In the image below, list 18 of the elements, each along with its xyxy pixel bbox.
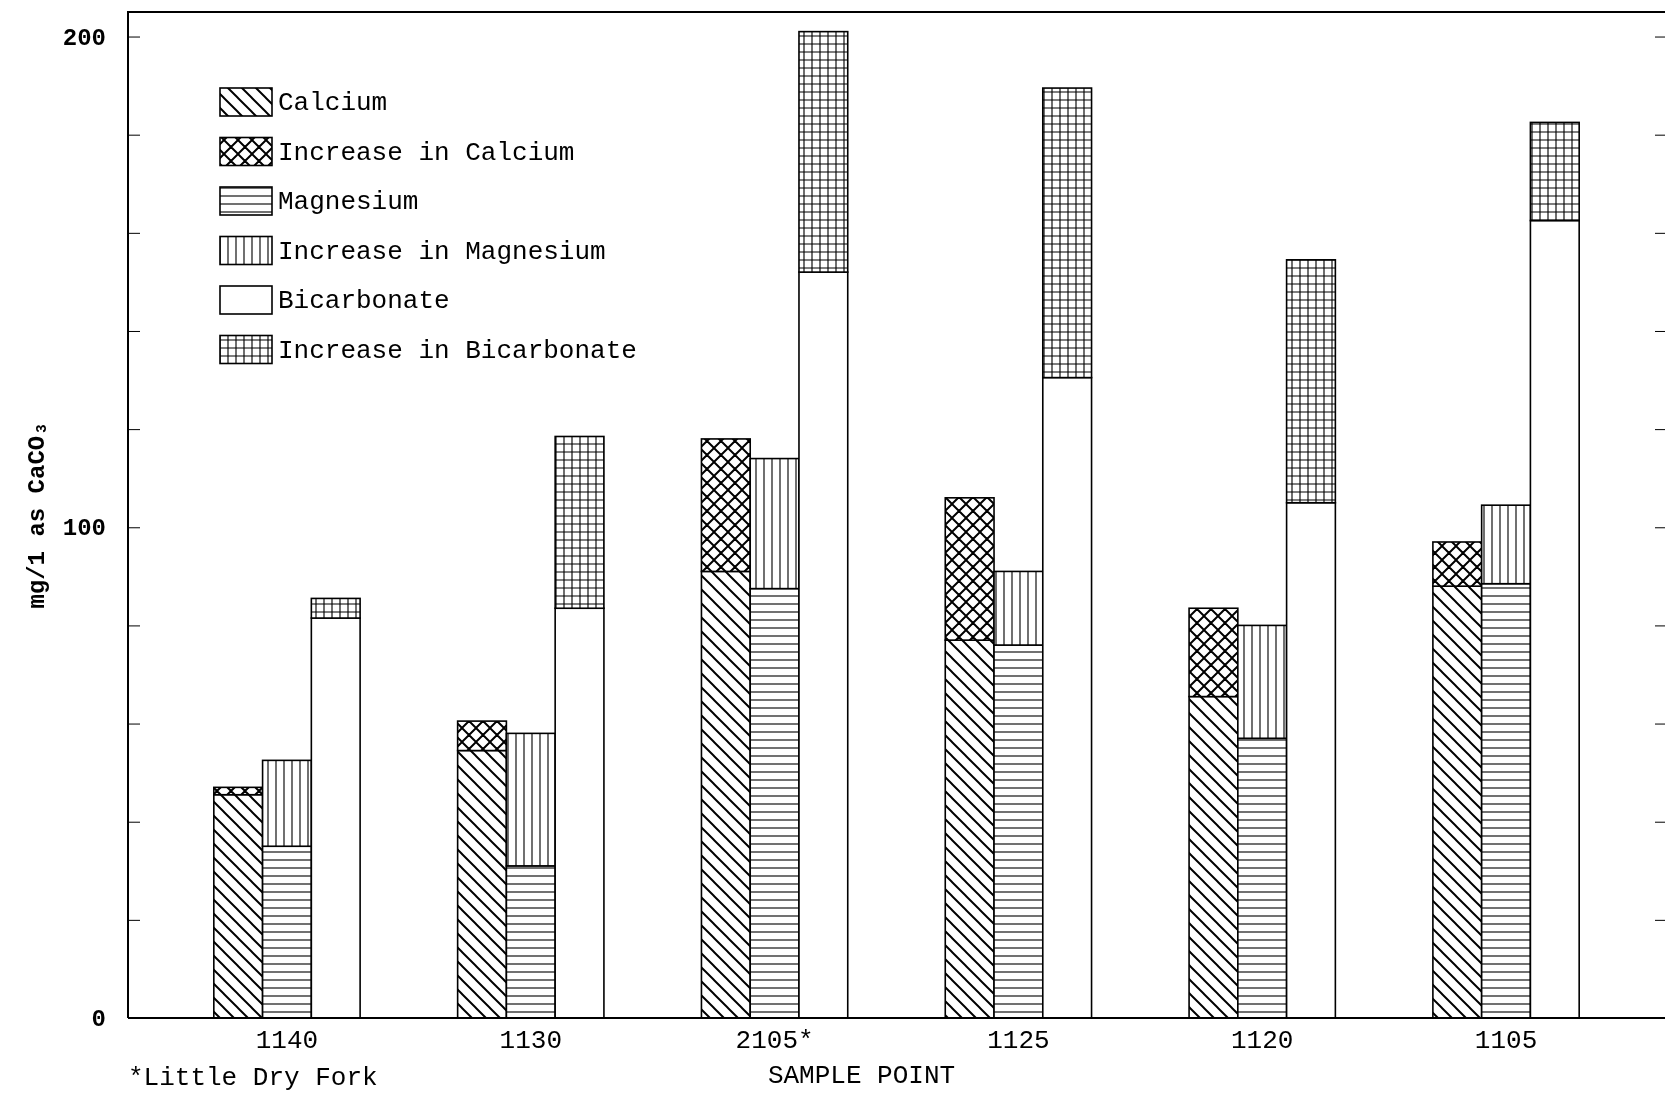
text: *Little Dry Fork xyxy=(128,1063,378,1093)
legend-label: Increase in Bicarbonate xyxy=(278,335,637,366)
x-tick-label: 1140 xyxy=(255,1026,319,1057)
legend-label: Magnesium xyxy=(278,187,419,217)
y-axis-title: mg/1 as CaCO₃ xyxy=(24,421,51,609)
legend-label: Bicarbonate xyxy=(278,286,450,316)
legend-label: Increase in Calcium xyxy=(278,137,575,168)
x-tick-label: 1120 xyxy=(1231,1026,1294,1057)
y-tick-label: 0 xyxy=(91,1006,106,1034)
x-axis-title: SAMPLE POINT xyxy=(767,1061,956,1091)
y-tick-label: 200 xyxy=(62,24,106,52)
x-tick-label: 1125 xyxy=(987,1026,1050,1057)
legend-label: Increase in Magnesium xyxy=(278,236,606,267)
x-tick-label: 1105 xyxy=(1474,1026,1538,1057)
x-tick-label: 2105* xyxy=(735,1026,814,1057)
legend-label: Calcium xyxy=(278,88,388,118)
y-tick-label: 100 xyxy=(62,515,106,543)
x-tick-label: 1130 xyxy=(499,1026,562,1057)
